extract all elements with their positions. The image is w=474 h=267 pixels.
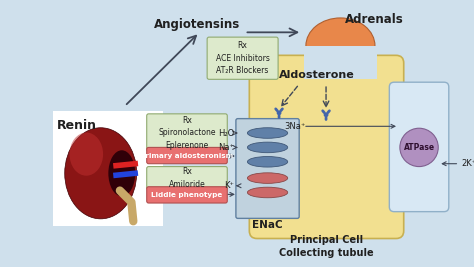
FancyBboxPatch shape xyxy=(249,55,404,238)
Text: Angiotensins: Angiotensins xyxy=(154,18,240,31)
Ellipse shape xyxy=(247,156,288,167)
Text: Rx
ACE Inhibitors
AT₂R Blockers: Rx ACE Inhibitors AT₂R Blockers xyxy=(216,41,270,75)
FancyBboxPatch shape xyxy=(389,82,449,212)
Text: Adrenals: Adrenals xyxy=(345,13,403,26)
Text: Principal Cell
Collecting tubule: Principal Cell Collecting tubule xyxy=(279,235,374,258)
FancyBboxPatch shape xyxy=(147,167,227,190)
FancyBboxPatch shape xyxy=(147,187,227,203)
Text: ATPase: ATPase xyxy=(403,143,435,152)
Text: 2K⁺: 2K⁺ xyxy=(461,159,474,168)
Circle shape xyxy=(324,112,328,117)
Ellipse shape xyxy=(247,173,288,183)
Text: ENaC: ENaC xyxy=(252,220,283,230)
Text: Primary aldosteronism: Primary aldosteronism xyxy=(140,152,234,159)
Circle shape xyxy=(400,128,438,167)
Text: K⁺: K⁺ xyxy=(224,181,234,190)
Text: Rx
Amiloride: Rx Amiloride xyxy=(169,167,205,189)
Text: Renin: Renin xyxy=(57,119,97,132)
Text: Na⁺: Na⁺ xyxy=(218,143,234,152)
FancyBboxPatch shape xyxy=(207,37,278,79)
Text: H₂O: H₂O xyxy=(218,128,234,138)
Text: 3Na⁺: 3Na⁺ xyxy=(284,122,305,131)
Ellipse shape xyxy=(306,18,375,74)
Bar xyxy=(304,46,377,79)
Ellipse shape xyxy=(65,128,137,219)
FancyBboxPatch shape xyxy=(147,147,227,164)
Text: Aldosterone: Aldosterone xyxy=(279,70,355,80)
Text: Liddle phenotype: Liddle phenotype xyxy=(151,192,223,198)
Ellipse shape xyxy=(247,142,288,153)
Ellipse shape xyxy=(70,132,103,176)
FancyBboxPatch shape xyxy=(236,119,299,218)
Ellipse shape xyxy=(109,150,135,196)
Ellipse shape xyxy=(247,187,288,198)
Circle shape xyxy=(277,111,282,115)
Bar xyxy=(53,111,163,226)
FancyBboxPatch shape xyxy=(147,114,227,151)
Text: Rx
Spironolactone
Eplerenone: Rx Spironolactone Eplerenone xyxy=(158,116,216,150)
Ellipse shape xyxy=(247,128,288,138)
